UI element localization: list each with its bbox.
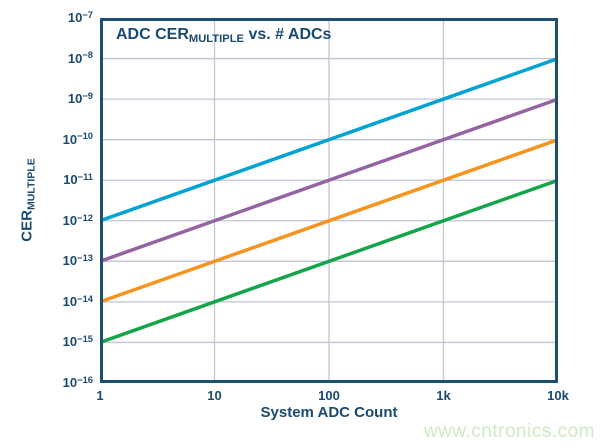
- y-tick-label: 10−15: [62, 334, 93, 350]
- y-tick-label: 10−12: [62, 212, 93, 228]
- x-tick-label: 100: [318, 388, 340, 403]
- plot-area: [100, 18, 558, 383]
- plot-border: [100, 18, 558, 383]
- y-tick-label: 10−10: [62, 131, 93, 147]
- y-tick-label: 10−8: [67, 50, 93, 66]
- watermark-text: www.cntronics.com: [423, 421, 595, 442]
- x-tick-label: 1: [96, 388, 104, 403]
- y-tick-label: 10−13: [62, 253, 93, 269]
- series-line-1: [100, 56, 558, 223]
- y-tick-label: 10−16: [62, 374, 93, 390]
- x-axis-label: System ADC Count: [260, 404, 398, 421]
- series-line-4: [100, 178, 558, 345]
- x-tick-label: 1k: [436, 388, 451, 403]
- y-tick-label: 10−7: [67, 9, 93, 25]
- plot-canvas: [100, 18, 558, 383]
- x-tick-label: 10k: [547, 388, 569, 403]
- chart-title: ADC CERMULTIPLE vs. # ADCs: [116, 26, 332, 45]
- x-tick-label: 10: [207, 388, 222, 403]
- y-tick-label: 10−14: [62, 293, 93, 309]
- y-tick-label: 10−9: [67, 90, 93, 107]
- y-axis-label: CERMULTIPLE: [18, 158, 38, 242]
- series-line-2: [100, 97, 558, 263]
- series-line-3: [100, 138, 558, 304]
- y-tick-label: 10−11: [63, 172, 93, 188]
